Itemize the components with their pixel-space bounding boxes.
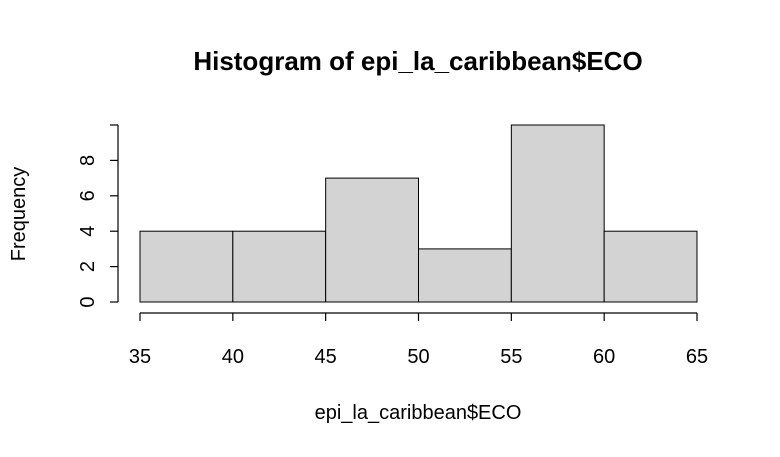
histogram-bar-6	[603, 230, 698, 303]
y-tick-label: 8	[77, 155, 99, 166]
y-axis-label: Frequency	[8, 167, 30, 262]
y-tick-label: 0	[77, 296, 99, 307]
histogram-bar-4	[418, 248, 512, 303]
histogram-bar-2	[232, 230, 327, 303]
y-tick-label: 6	[77, 190, 99, 201]
x-tick-label: 65	[686, 346, 708, 368]
y-tick-label: 2	[77, 261, 99, 272]
x-tick-label: 45	[315, 346, 337, 368]
x-tick-label: 55	[500, 346, 522, 368]
histogram-bar-1	[139, 230, 234, 303]
x-tick-label: 50	[407, 346, 429, 368]
x-tick-label: 60	[593, 346, 615, 368]
histogram-bar-3	[325, 177, 419, 303]
y-axis: 0 2 4 6 8	[77, 124, 119, 308]
x-axis-label: epi_la_caribbean$ECO	[315, 402, 522, 424]
x-tick-label: 40	[222, 346, 244, 368]
bars-group	[139, 124, 698, 303]
chart-title: Histogram of epi_la_caribbean$ECO	[193, 46, 642, 76]
x-axis: 35 40 45 50 55 60 65	[129, 312, 708, 368]
y-tick-label: 4	[77, 226, 99, 237]
histogram-bar-5	[510, 124, 605, 303]
x-tick-label: 35	[129, 346, 151, 368]
